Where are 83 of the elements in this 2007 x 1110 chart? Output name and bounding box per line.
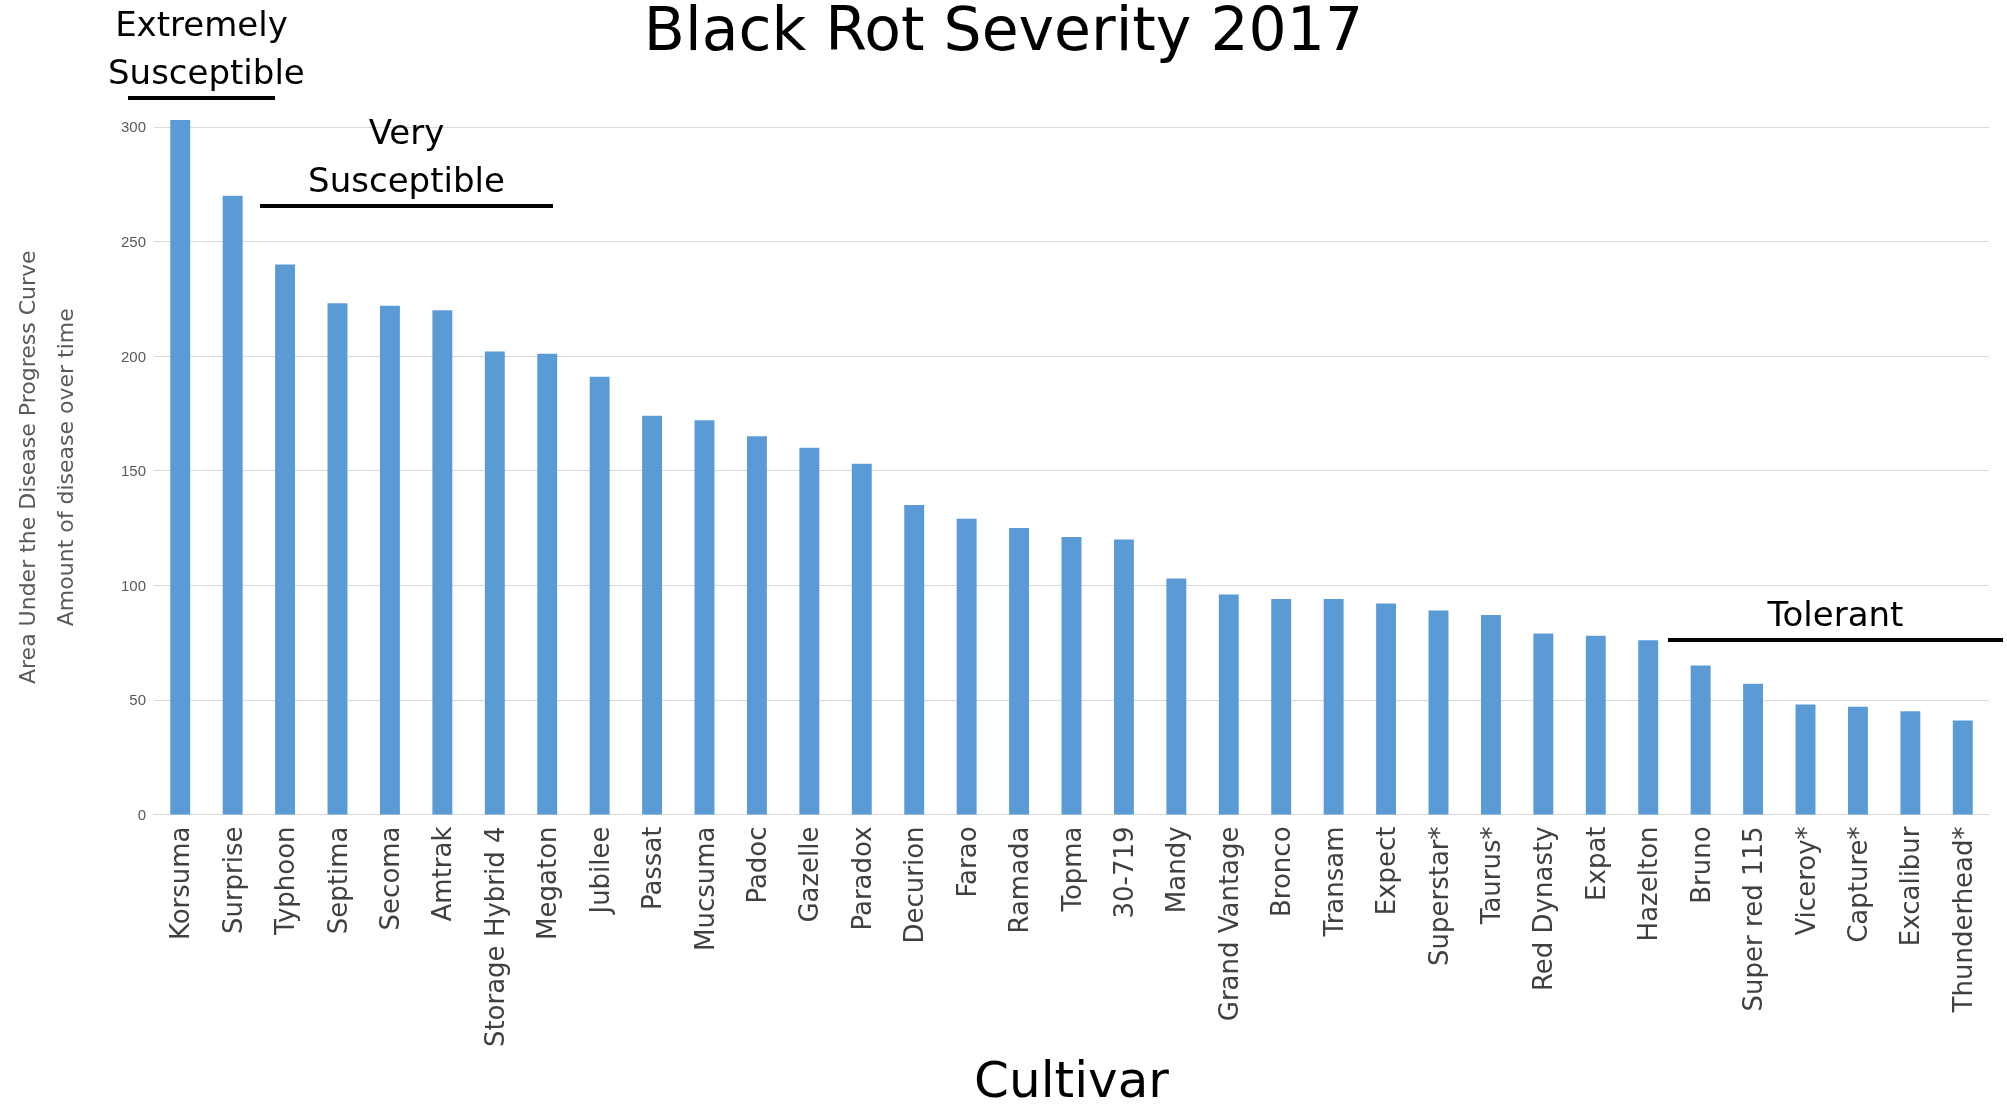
- bar: [1061, 537, 1082, 815]
- x-tick-label: Farao: [951, 826, 982, 898]
- bar: [432, 310, 453, 815]
- bar: [1480, 615, 1501, 815]
- bar: [642, 415, 663, 815]
- x-tick-label: Grand Vantage: [1213, 826, 1244, 1022]
- x-tick-label: 30-719: [1108, 826, 1139, 919]
- x-tick-label: Superstar*: [1423, 826, 1454, 966]
- x-tick-label: Bronco: [1266, 826, 1297, 917]
- bar: [1533, 633, 1554, 815]
- bar: [1113, 539, 1134, 815]
- x-tick-label: Secoma: [374, 826, 405, 931]
- x-tick-label: Super red 115: [1738, 826, 1769, 1012]
- x-tick-label: Ramada: [1004, 826, 1035, 934]
- x-tick-label: Typhoon: [270, 826, 301, 936]
- x-tick-label: Mandy: [1161, 826, 1192, 914]
- bar: [275, 264, 296, 815]
- bar: [1795, 704, 1816, 815]
- bar: [1847, 706, 1868, 815]
- y-tick-label: 50: [129, 691, 146, 709]
- x-tick-label: Transam: [1318, 826, 1349, 938]
- x-tick-label: Expat: [1580, 826, 1611, 901]
- bar: [1690, 665, 1711, 815]
- y-tick-label: 250: [120, 232, 146, 250]
- bar: [1952, 720, 1973, 815]
- bar: [1009, 527, 1030, 815]
- y-tick-label: 300: [120, 118, 146, 136]
- bar: [746, 436, 767, 815]
- bar: [1743, 683, 1764, 815]
- x-tick-label: Storage Hybrid 4: [479, 826, 510, 1048]
- bar: [1638, 640, 1659, 815]
- annotation: Very Susceptible: [307, 111, 506, 202]
- x-tick-label: Paradox: [846, 826, 877, 931]
- text: Extremely Susceptible: [108, 3, 305, 94]
- bar: [1585, 635, 1606, 815]
- y-axis-title: Area Under the Disease Progress Curve Amount of disease over time: [14, 250, 78, 685]
- x-tick-label: Bruno: [1685, 826, 1716, 904]
- chart-title: Black Rot Severity 2017: [643, 0, 1364, 64]
- x-tick-label: Amtrak: [427, 826, 458, 922]
- x-tick-label: Topma: [1056, 826, 1087, 913]
- x-tick-label: Decurion: [899, 826, 930, 944]
- y-tick-label: 100: [120, 576, 146, 594]
- x-tick-label: Passat: [637, 826, 668, 911]
- bar: [170, 120, 191, 815]
- x-tick-label: Korsuma: [165, 826, 196, 941]
- x-tick-label: Hazelton: [1633, 826, 1664, 942]
- x-tick-label: Surprise: [217, 826, 248, 935]
- bar: [1323, 599, 1344, 815]
- x-axis-title: Cultivar: [974, 1051, 1170, 1109]
- bar: [851, 463, 872, 815]
- x-tick-label: Viceroy*: [1790, 826, 1821, 936]
- bar: [1218, 594, 1239, 815]
- x-tick-label: Excalibur: [1895, 826, 1926, 947]
- x-tick-label: Padoc: [741, 826, 772, 904]
- x-tick-label: Red Dynasty: [1528, 826, 1559, 992]
- y-tick-label: 0: [137, 805, 146, 823]
- bar: [484, 351, 505, 815]
- bar: [1428, 610, 1449, 815]
- x-tick-label: Megaton: [532, 826, 563, 940]
- bar: [1166, 578, 1187, 815]
- bar: [956, 518, 977, 815]
- x-tick-label: Taurus*: [1475, 826, 1506, 926]
- bar: [1271, 599, 1292, 815]
- x-tick-label: Gazelle: [794, 826, 825, 923]
- bar: [379, 305, 400, 815]
- x-tick-label: Mucsuma: [689, 826, 720, 951]
- bar: [1376, 603, 1397, 815]
- x-tick-label: Expect: [1371, 826, 1402, 916]
- bar: [904, 505, 925, 815]
- bar: [537, 353, 558, 815]
- annotation: Tolerant: [1766, 593, 1905, 636]
- x-tick-label: Jubilee: [584, 826, 615, 916]
- x-tick-label: Septima: [322, 826, 353, 935]
- bar: [589, 376, 610, 815]
- y-tick-label: 150: [120, 462, 146, 480]
- y-tick-label: 200: [120, 347, 146, 365]
- bar: [694, 420, 715, 815]
- x-tick-label: Capture*: [1842, 826, 1873, 943]
- bar: [222, 195, 243, 815]
- x-tick-label: Thunderhead*: [1947, 826, 1978, 1014]
- bar: [327, 303, 348, 815]
- bar: [1900, 711, 1921, 815]
- bar: [799, 447, 820, 815]
